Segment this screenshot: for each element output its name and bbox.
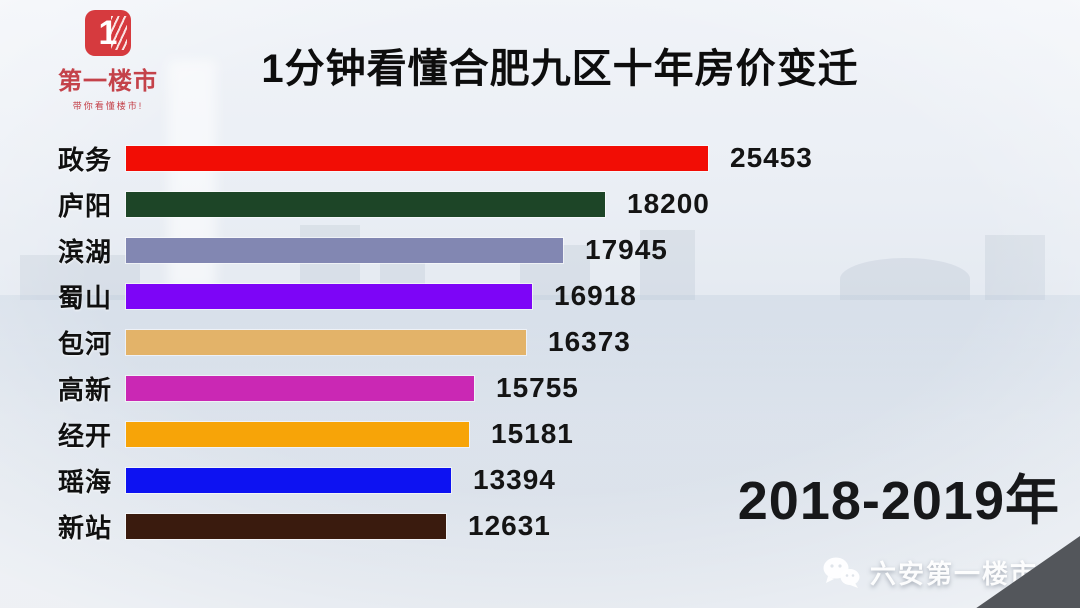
- brand-tagline: 带你看懂楼市!: [72, 101, 144, 111]
- district-label: 庐阳: [57, 190, 112, 221]
- value-label: 15755: [496, 372, 579, 403]
- bar-row: 瑶海 13394: [40, 457, 813, 503]
- bar-row: 滨湖 17945: [40, 227, 813, 273]
- district-label: 滨湖: [57, 236, 112, 267]
- bar: [126, 513, 446, 539]
- bar: [126, 421, 469, 447]
- page-title: 1分钟看懂合肥九区十年房价变迁: [261, 47, 859, 91]
- bar-row: 政务 25453: [40, 135, 813, 181]
- value-label: 12631: [468, 510, 551, 541]
- value-label: 13394: [473, 464, 556, 495]
- value-label: 16373: [548, 326, 631, 357]
- value-label: 15181: [491, 418, 574, 449]
- district-label: 瑶海: [57, 466, 112, 497]
- wechat-icon: [823, 557, 860, 588]
- bar: [126, 329, 526, 355]
- skyline-building: [985, 235, 1045, 300]
- skyline-dome: [840, 258, 970, 300]
- period-label: 2018-2019年: [737, 471, 1060, 531]
- bar-row: 庐阳 18200: [40, 181, 813, 227]
- bar-row: 高新 15755: [40, 365, 813, 411]
- value-label: 16918: [554, 280, 637, 311]
- bar: [126, 145, 708, 171]
- bar: [126, 191, 605, 217]
- brand-name: 第一楼市: [58, 68, 158, 95]
- bar: [126, 375, 474, 401]
- brand-logo: 1 第一楼市 带你看懂楼市!: [56, 10, 160, 112]
- district-label: 政务: [57, 144, 112, 175]
- bar: [126, 283, 532, 309]
- district-label: 经开: [57, 420, 112, 451]
- district-label: 蜀山: [57, 282, 112, 313]
- watermark: 六安第一楼市: [822, 554, 1038, 591]
- logo-number-one-icon: 1: [85, 10, 131, 56]
- district-label: 新站: [57, 512, 112, 543]
- bar: [126, 467, 451, 493]
- bar-row: 新站 12631: [40, 503, 813, 549]
- district-label: 包河: [57, 328, 112, 359]
- bar-row: 蜀山 16918: [40, 273, 813, 319]
- bar-row: 包河 16373: [40, 319, 813, 365]
- bar: [126, 237, 563, 263]
- value-label: 25453: [730, 142, 813, 173]
- bar-row: 经开 15181: [40, 411, 813, 457]
- bar-chart: 政务 25453 庐阳 18200 滨湖 17945 蜀山 16918 包河 1…: [40, 135, 813, 549]
- logo-one: 1: [98, 13, 118, 52]
- district-label: 高新: [57, 374, 112, 405]
- value-label: 18200: [627, 188, 710, 219]
- value-label: 17945: [585, 234, 668, 265]
